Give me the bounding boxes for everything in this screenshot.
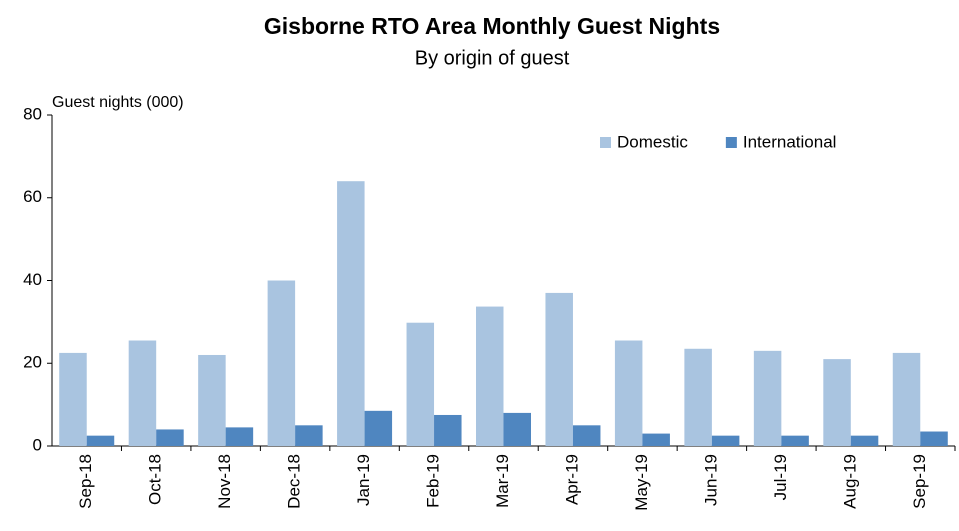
bar (545, 292, 573, 446)
legend-swatch (600, 137, 611, 148)
bar (59, 352, 87, 446)
x-tick-label: Nov-18 (215, 454, 234, 509)
bar (86, 435, 115, 446)
bar (337, 181, 365, 446)
bar (572, 425, 601, 446)
x-tick-label: Jun-19 (701, 454, 720, 506)
y-tick-label: 0 (33, 435, 42, 454)
bar (892, 352, 921, 446)
bar (156, 429, 184, 446)
x-tick-label: Jul-19 (771, 454, 790, 500)
chart-title: Gisborne RTO Area Monthly Guest Nights (264, 13, 720, 39)
bar (434, 414, 462, 446)
y-tick-label: 60 (23, 187, 42, 206)
x-tick-label: Mar-19 (493, 454, 512, 508)
bar (225, 427, 254, 446)
bar (128, 340, 157, 446)
x-tick-label: May-19 (632, 454, 651, 511)
bar (850, 435, 879, 446)
x-tick-label: Aug-19 (840, 454, 859, 509)
x-tick-label: Dec-18 (285, 454, 304, 509)
bar (295, 425, 323, 446)
y-tick-label: 20 (23, 353, 42, 372)
bar (642, 433, 670, 446)
x-tick-label: Sep-18 (76, 454, 95, 509)
bar (781, 435, 809, 446)
bar (823, 359, 851, 446)
x-tick-label: Oct-18 (146, 454, 165, 505)
bar (711, 435, 740, 446)
bar (753, 350, 782, 446)
x-tick-label: Apr-19 (562, 454, 581, 505)
x-tick-label: Jan-19 (354, 454, 373, 506)
bar (198, 354, 226, 446)
bar (364, 410, 393, 446)
bar (406, 322, 435, 446)
y-tick-label: 80 (23, 104, 42, 123)
x-tick-label: Feb-19 (424, 454, 443, 508)
y-tick-label: 40 (23, 270, 42, 289)
legend-swatch (725, 137, 737, 148)
legend-label: International (743, 132, 837, 151)
bar (476, 306, 504, 446)
bar (614, 340, 643, 446)
legend-label: Domestic (617, 132, 688, 151)
bar (267, 280, 296, 446)
bar (920, 431, 948, 446)
chart-subtitle: By origin of guest (415, 47, 570, 69)
bar (684, 348, 712, 446)
x-tick-label: Sep-19 (910, 454, 929, 509)
y-axis-label: Guest nights (000) (52, 94, 184, 111)
bar (503, 412, 531, 446)
